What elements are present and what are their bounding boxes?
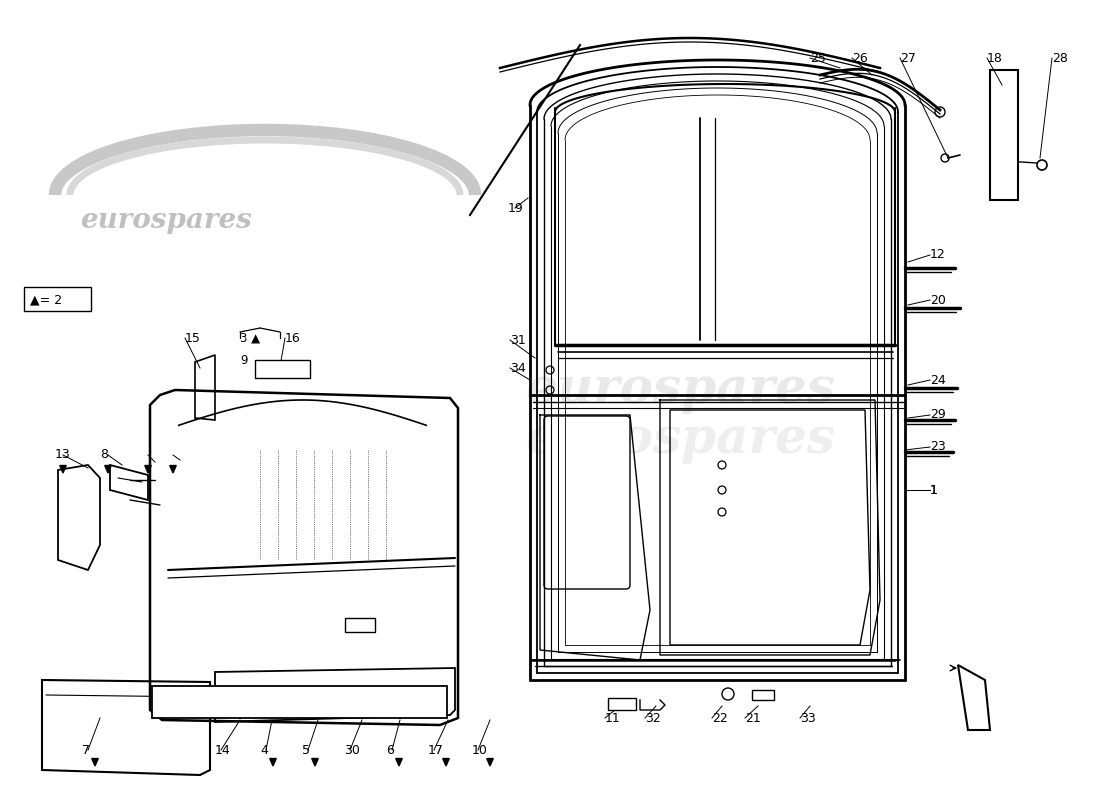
Text: 5: 5 [302, 743, 310, 757]
Text: 20: 20 [930, 294, 946, 306]
Bar [990, 70, 1018, 200]
Text: 15: 15 [185, 331, 201, 345]
Text: 29: 29 [930, 409, 946, 422]
Text: 30: 30 [344, 743, 360, 757]
Text: 33: 33 [800, 711, 816, 725]
Polygon shape [91, 758, 98, 766]
Text: 4: 4 [260, 743, 268, 757]
Text: 31: 31 [510, 334, 526, 346]
Text: 17: 17 [428, 743, 444, 757]
Bar [608, 698, 636, 710]
Text: 28: 28 [1052, 51, 1068, 65]
Text: eurospares: eurospares [80, 206, 252, 234]
FancyBboxPatch shape [544, 416, 630, 589]
Bar [152, 686, 447, 718]
Text: 25: 25 [810, 51, 826, 65]
Text: 27: 27 [900, 51, 916, 65]
Polygon shape [145, 466, 152, 473]
Text: 34: 34 [510, 362, 526, 374]
Polygon shape [311, 758, 318, 766]
Text: 8: 8 [100, 449, 108, 462]
Text: 9: 9 [240, 354, 248, 366]
Polygon shape [442, 758, 449, 766]
Text: ▲= 2: ▲= 2 [30, 294, 62, 306]
Text: 13: 13 [55, 449, 70, 462]
Polygon shape [486, 758, 493, 766]
Bar [345, 618, 375, 632]
Text: 3 ▲: 3 ▲ [240, 331, 260, 345]
Text: 1: 1 [930, 483, 938, 497]
Text: 18: 18 [987, 51, 1003, 65]
Text: 14: 14 [214, 743, 231, 757]
Polygon shape [104, 466, 111, 473]
Text: 10: 10 [472, 743, 488, 757]
Bar [752, 690, 774, 700]
Text: 16: 16 [285, 331, 300, 345]
Text: 11: 11 [605, 711, 620, 725]
Bar [255, 360, 310, 378]
Polygon shape [270, 758, 276, 766]
Text: 7: 7 [82, 743, 90, 757]
Text: 23: 23 [930, 441, 946, 454]
Text: 24: 24 [930, 374, 946, 386]
Polygon shape [396, 758, 403, 766]
Polygon shape [169, 466, 176, 473]
FancyBboxPatch shape [24, 287, 91, 311]
Polygon shape [59, 466, 66, 473]
Text: 26: 26 [852, 51, 868, 65]
Text: 12: 12 [930, 249, 946, 262]
Text: eurospares: eurospares [525, 415, 835, 465]
Text: 19: 19 [508, 202, 524, 214]
Text: 1: 1 [930, 483, 938, 497]
Text: 21: 21 [745, 711, 761, 725]
Text: 22: 22 [712, 711, 728, 725]
Text: 32: 32 [645, 711, 661, 725]
Text: eurospares: eurospares [525, 366, 835, 414]
Text: 6: 6 [386, 743, 394, 757]
